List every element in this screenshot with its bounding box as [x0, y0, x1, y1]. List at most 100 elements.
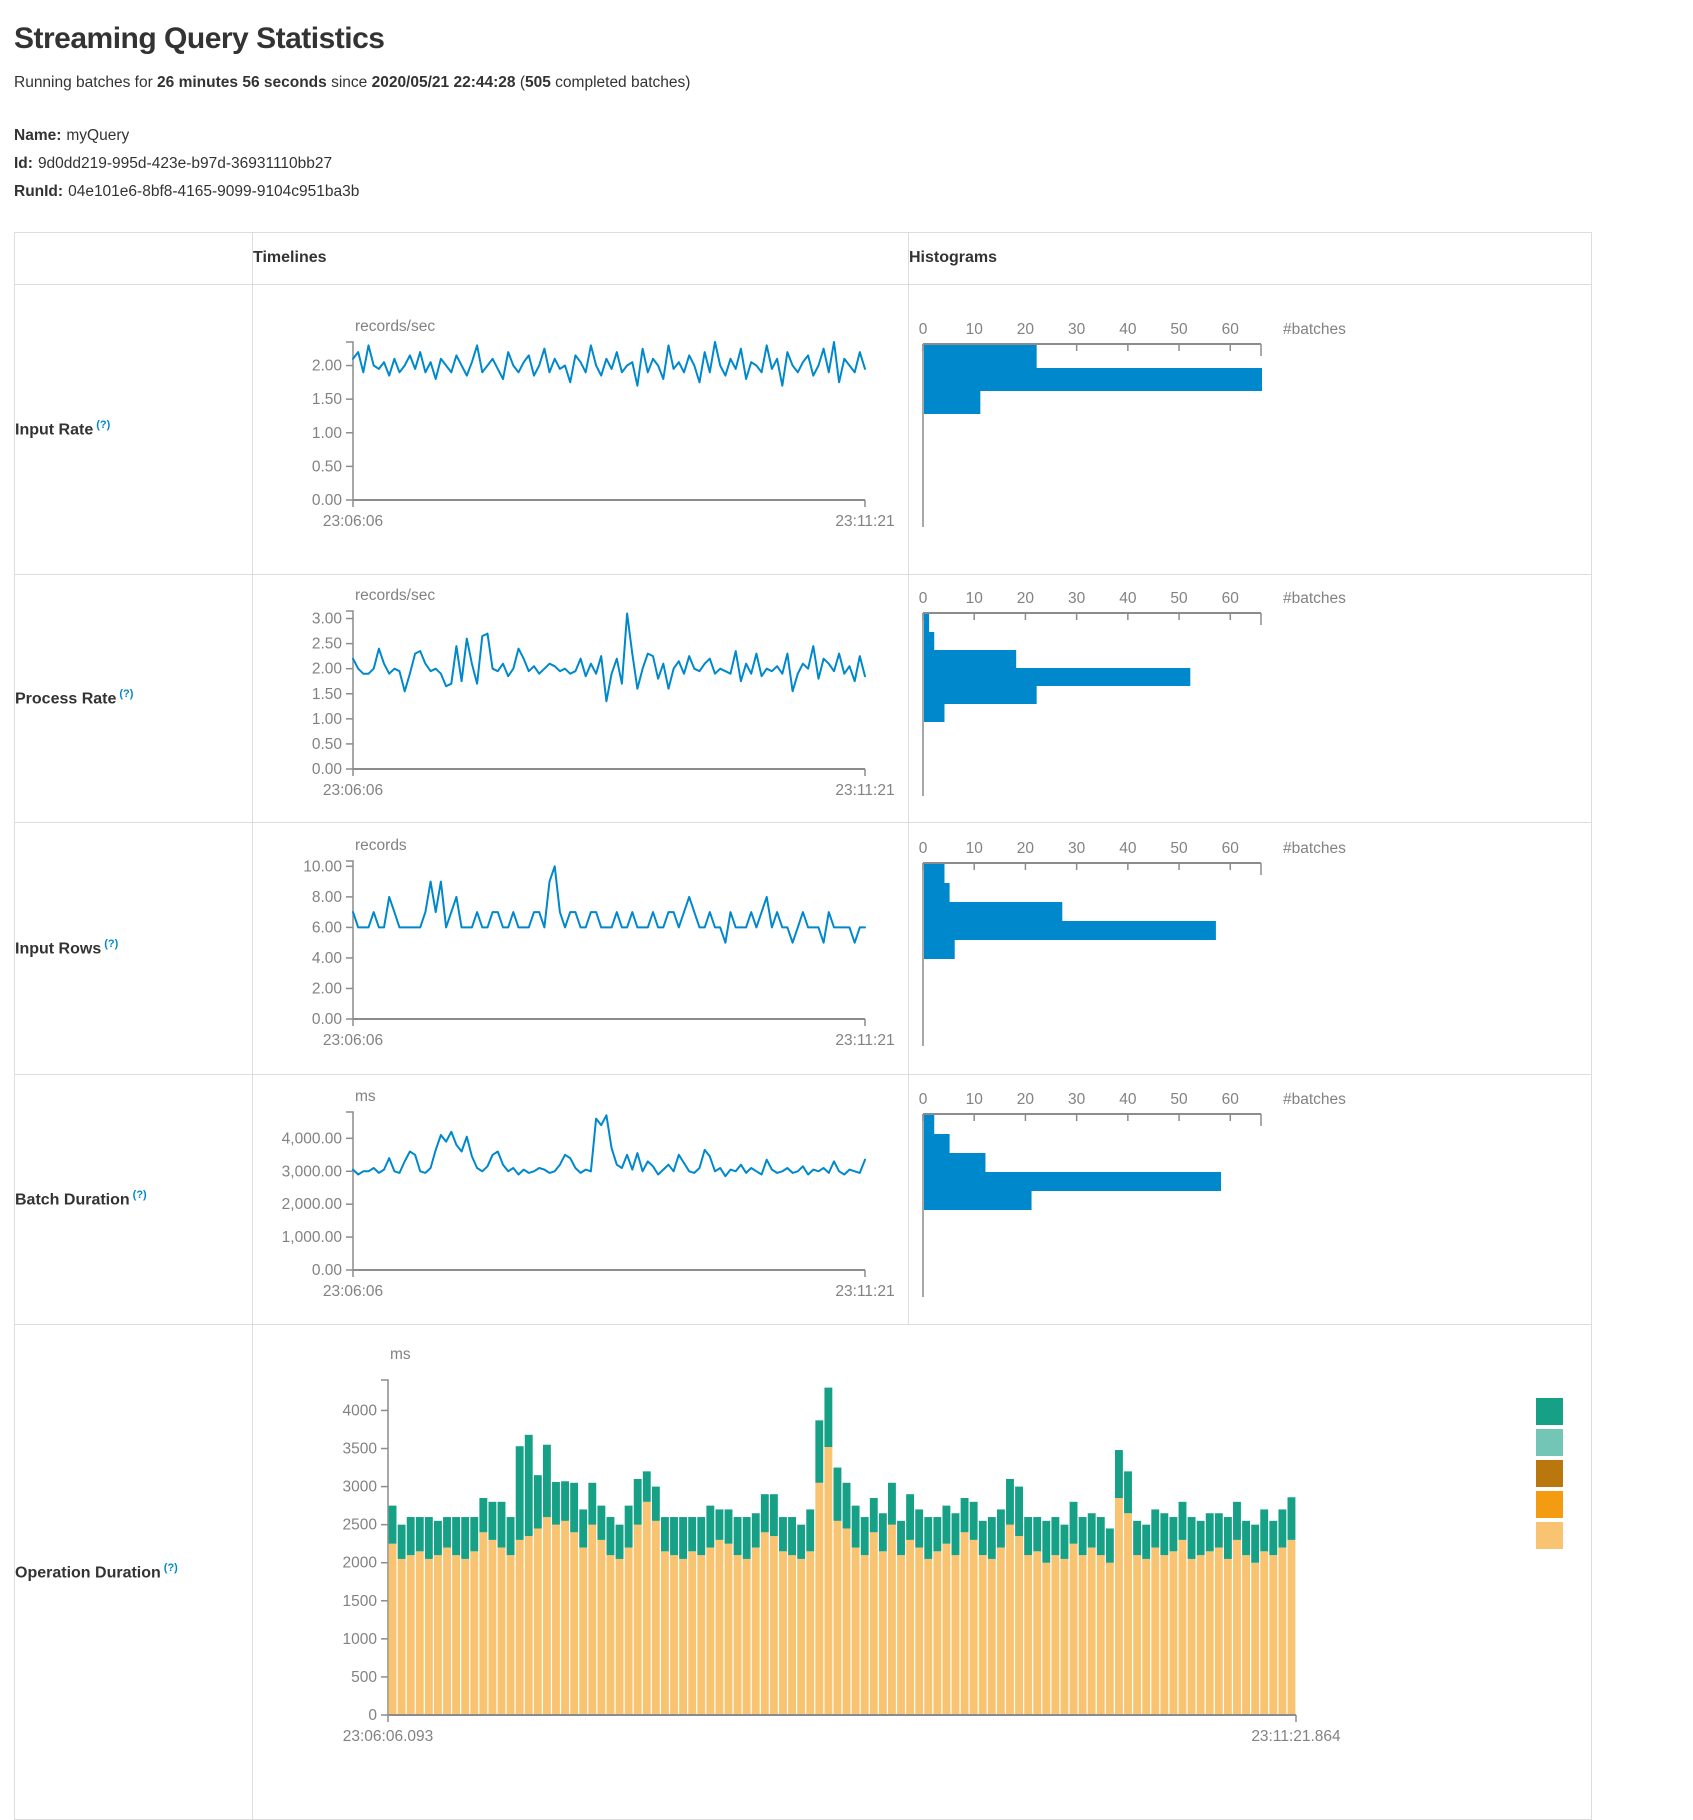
svg-text:1.50: 1.50 [312, 685, 343, 702]
svg-text:8.00: 8.00 [312, 889, 343, 906]
svg-text:10: 10 [966, 590, 984, 607]
summary-since: since [326, 74, 372, 91]
svg-text:ms: ms [390, 1346, 411, 1363]
svg-text:23:06:06: 23:06:06 [323, 1032, 383, 1049]
start-time-text: 2020/05/21 22:44:28 [371, 74, 516, 91]
metric-label-batch-duration: Batch Duration (?) [14, 1073, 253, 1325]
help-icon[interactable]: (?) [119, 688, 134, 700]
svg-text:1500: 1500 [343, 1592, 378, 1609]
svg-text:records/sec: records/sec [355, 318, 435, 335]
svg-text:60: 60 [1222, 840, 1240, 857]
svg-text:ms: ms [355, 1088, 376, 1105]
help-icon[interactable]: (?) [96, 419, 111, 431]
svg-text:23:11:21: 23:11:21 [835, 782, 894, 799]
svg-text:4,000.00: 4,000.00 [282, 1130, 343, 1147]
svg-text:0.50: 0.50 [312, 736, 343, 753]
svg-text:20: 20 [1017, 590, 1035, 607]
metric-label-operation-duration: Operation Duration (?) [14, 1323, 253, 1820]
batch-duration-histogram-chart: 0 10 20 30 40 50 60 #batches [919, 1091, 1346, 1297]
svg-text:0: 0 [919, 1091, 928, 1108]
legend-swatch [1536, 1490, 1563, 1518]
svg-text:20: 20 [1017, 840, 1035, 857]
svg-text:0.00: 0.00 [312, 1262, 343, 1279]
svg-text:#batches: #batches [1283, 1091, 1346, 1108]
svg-text:23:11:21.864: 23:11:21.864 [1251, 1728, 1341, 1745]
help-icon[interactable]: (?) [163, 1561, 178, 1574]
svg-text:20: 20 [1017, 1091, 1035, 1108]
svg-text:0: 0 [919, 840, 928, 857]
query-runid-value: 04e101e6-8bf8-4165-9099-9104c951ba3b [68, 182, 360, 200]
svg-text:2.00: 2.00 [312, 980, 343, 997]
svg-text:1.00: 1.00 [312, 424, 343, 441]
svg-text:2.50: 2.50 [312, 635, 343, 652]
svg-text:20: 20 [1017, 321, 1035, 338]
svg-text:10: 10 [966, 1091, 984, 1108]
svg-text:1.00: 1.00 [312, 711, 343, 728]
svg-text:2000: 2000 [343, 1554, 378, 1571]
svg-text:23:11:21: 23:11:21 [835, 1032, 894, 1049]
metric-label-process-rate: Process Rate (?) [14, 573, 253, 823]
svg-text:records/sec: records/sec [355, 587, 435, 604]
completed-batches-count: 505 [524, 74, 551, 91]
svg-text:3000: 3000 [343, 1478, 378, 1495]
svg-text:3500: 3500 [343, 1440, 378, 1457]
input-rows-histogram-chart: 0 10 20 30 40 50 60 #batches [919, 840, 1346, 1046]
svg-text:4000: 4000 [343, 1402, 378, 1419]
svg-text:50: 50 [1170, 1091, 1188, 1108]
process-rate-timeline-chart: records/sec 0.00 0.50 1.00 1.50 2.00 2.50 3.00 2… [312, 587, 895, 799]
svg-text:0.00: 0.00 [312, 761, 343, 778]
metric-label-input-rate: Input Rate (?) [14, 283, 253, 575]
query-id-label: Id: [14, 154, 33, 172]
svg-text:3.00: 3.00 [312, 610, 343, 627]
input-rate-histogram-chart: 0 10 20 30 40 50 60 #batches [919, 321, 1346, 527]
svg-text:30: 30 [1068, 1091, 1086, 1108]
svg-text:10.00: 10.00 [303, 858, 342, 875]
svg-text:1000: 1000 [343, 1631, 378, 1648]
operation-duration-chart: ms 0 500 1000 1500 2000 2500 3000 3500 4000 23:06:… [343, 1346, 1563, 1745]
svg-text:60: 60 [1222, 321, 1240, 338]
timelines-column-header: Timelines [252, 231, 909, 285]
input-rate-row: Input Rate (?) records/sec 0.00 0.50 1.00 1.5… [14, 283, 1592, 575]
svg-text:records: records [355, 837, 407, 854]
input-rate-timeline-chart: records/sec 0.00 0.50 1.00 1.50 2.00 23:06:06 2… [312, 318, 895, 530]
query-meta: Name: myQuery Id: 9d0dd219-995d-423e-b97d-… [14, 122, 1679, 206]
help-icon[interactable]: (?) [132, 1189, 147, 1201]
operation-duration-row: Operation Duration (?) ms 0 500 1000 1500 2000… [14, 1323, 1592, 1820]
batch-duration-row: Batch Duration (?) ms 0.00 1,000.00 2,000.00… [14, 1073, 1592, 1325]
query-id-line: Id: 9d0dd219-995d-423e-b97d-36931110bb27 [14, 150, 1679, 178]
histograms-column-header: Histograms [908, 231, 1592, 285]
input-rows-row: Input Rows (?) records 0.00 2.00 4.00 6.00 8.0… [14, 821, 1592, 1075]
running-batches-summary: Running batches for 26 minutes 56 second… [14, 74, 1679, 92]
metric-label-input-rows: Input Rows (?) [14, 821, 253, 1075]
legend-swatch [1536, 1397, 1563, 1425]
legend-swatch [1536, 1459, 1563, 1487]
query-name-value: myQuery [66, 127, 130, 144]
svg-text:0: 0 [368, 1707, 377, 1724]
svg-text:0.00: 0.00 [312, 492, 343, 509]
process-rate-histogram-chart: 0 10 20 30 40 50 60 #batches [919, 590, 1346, 796]
svg-text:23:06:06: 23:06:06 [323, 782, 383, 799]
svg-text:3,000.00: 3,000.00 [282, 1163, 343, 1180]
statistics-table: Timelines Histograms Input Rate (?) recor… [14, 231, 1592, 1820]
svg-text:30: 30 [1068, 321, 1086, 338]
help-icon[interactable]: (?) [104, 938, 119, 950]
svg-text:23:06:06: 23:06:06 [323, 1283, 383, 1300]
svg-text:#batches: #batches [1283, 590, 1346, 607]
query-runid-label: RunId: [14, 182, 64, 200]
svg-text:40: 40 [1119, 321, 1137, 338]
legend-swatch [1536, 1428, 1563, 1456]
svg-text:6.00: 6.00 [312, 919, 343, 936]
svg-text:2.00: 2.00 [312, 660, 343, 677]
svg-text:2500: 2500 [343, 1516, 378, 1533]
query-id-value: 9d0dd219-995d-423e-b97d-36931110bb27 [37, 154, 333, 172]
svg-text:500: 500 [351, 1669, 377, 1686]
svg-text:10: 10 [966, 840, 984, 857]
svg-text:23:11:21: 23:11:21 [835, 1283, 894, 1300]
svg-text:10: 10 [966, 321, 984, 338]
query-runid-line: RunId: 04e101e6-8bf8-4165-9099-9104c951ba… [14, 178, 1679, 206]
svg-text:23:06:06.093: 23:06:06.093 [343, 1728, 434, 1745]
svg-text:50: 50 [1170, 590, 1188, 607]
svg-text:60: 60 [1222, 1091, 1240, 1108]
svg-text:2.00: 2.00 [312, 357, 343, 374]
